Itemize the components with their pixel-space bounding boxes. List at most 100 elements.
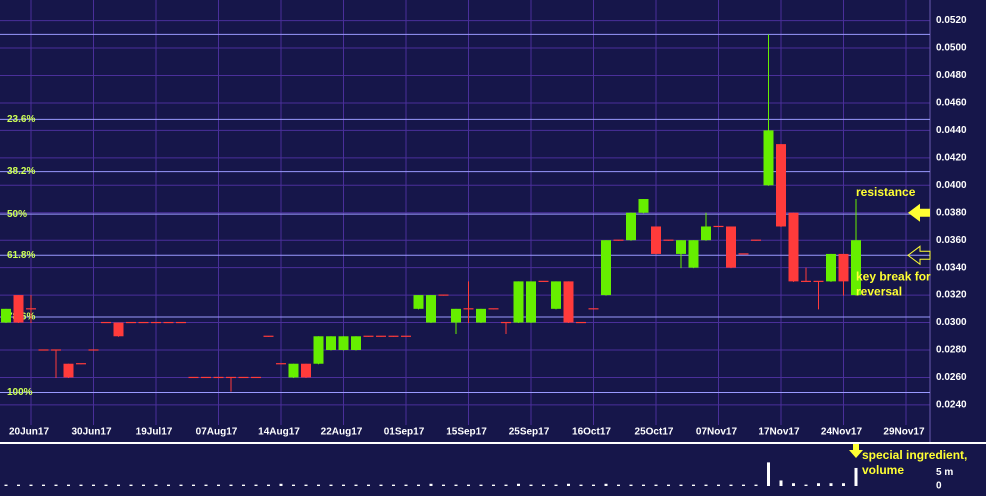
x-tick-label: 24Nov17 bbox=[821, 427, 863, 438]
fib-label: 100% bbox=[7, 387, 33, 398]
y-tick-label: 0.0340 bbox=[936, 262, 967, 273]
volume-bar bbox=[204, 484, 208, 486]
x-tick-label: 01Sep17 bbox=[384, 427, 425, 438]
volume-bar bbox=[429, 483, 433, 486]
annotation-text: volume bbox=[862, 463, 904, 477]
candle-body bbox=[476, 308, 486, 323]
volume-bar bbox=[17, 484, 20, 486]
candle-body bbox=[676, 240, 686, 254]
candle-body bbox=[288, 363, 299, 378]
candle-body bbox=[513, 281, 524, 323]
candle-body bbox=[301, 363, 311, 378]
volume-bar bbox=[704, 484, 708, 486]
volume-bar bbox=[742, 484, 745, 486]
volume-bar bbox=[417, 484, 420, 486]
x-tick-label: 07Aug17 bbox=[196, 427, 238, 438]
volume-bar bbox=[779, 480, 783, 486]
candle-body bbox=[451, 308, 461, 323]
volume-bar bbox=[242, 484, 245, 486]
volume-bar bbox=[629, 484, 633, 486]
volume-bar bbox=[292, 484, 295, 486]
x-tick-label: 07Nov17 bbox=[696, 427, 738, 438]
x-tick-label: 29Nov17 bbox=[883, 427, 925, 438]
y-tick-label: 0.0520 bbox=[936, 15, 967, 26]
volume-bar bbox=[454, 484, 458, 486]
annotation-arrow bbox=[908, 203, 930, 222]
candle-body bbox=[563, 281, 574, 323]
candle-body bbox=[1, 308, 11, 323]
volume-bar bbox=[104, 484, 108, 486]
volume-bar bbox=[817, 483, 820, 486]
x-tick-label: 15Sep17 bbox=[446, 427, 487, 438]
volume-bar bbox=[667, 484, 670, 486]
annotation-text: resistance bbox=[856, 185, 916, 199]
volume-bar bbox=[279, 483, 283, 486]
y-tick-label: 0.0440 bbox=[936, 125, 967, 136]
y-tick-label: 0.0240 bbox=[936, 400, 967, 411]
volume-bar bbox=[192, 484, 195, 486]
fib-label: 61.8% bbox=[7, 250, 35, 261]
annotation-text: special ingredient, bbox=[862, 448, 967, 462]
candle-body bbox=[351, 336, 361, 350]
annotation-arrow bbox=[849, 444, 863, 458]
volume-bar bbox=[167, 484, 170, 486]
volume-bar bbox=[642, 484, 645, 486]
volume-bar bbox=[479, 484, 483, 486]
x-tick-label: 25Sep17 bbox=[509, 427, 550, 438]
volume-bar bbox=[717, 484, 720, 486]
candle-body bbox=[526, 281, 536, 323]
volume-bar bbox=[379, 484, 383, 486]
candle-body bbox=[763, 130, 774, 186]
volume-bar bbox=[617, 484, 620, 486]
volume-bar bbox=[267, 484, 270, 486]
y-tick-label: 0.0360 bbox=[936, 235, 967, 246]
candle-body bbox=[726, 226, 736, 268]
volume-bar bbox=[329, 484, 333, 486]
volume-bar bbox=[29, 484, 33, 486]
candle-body bbox=[338, 336, 349, 350]
candle-body bbox=[776, 144, 786, 227]
candle-body bbox=[788, 212, 799, 282]
candle-body bbox=[601, 240, 611, 296]
volume-bar bbox=[567, 483, 570, 486]
x-tick-label: 14Aug17 bbox=[258, 427, 300, 438]
volume-bar bbox=[404, 484, 408, 486]
candle-body bbox=[551, 281, 561, 309]
volume-bar bbox=[517, 483, 520, 486]
volume-bar bbox=[367, 484, 370, 486]
fib-label: 38.2% bbox=[7, 166, 35, 177]
y-tick-label: 0.0420 bbox=[936, 152, 967, 163]
volume-bar bbox=[579, 484, 583, 486]
candle-body bbox=[63, 363, 74, 378]
y-tick-label: 0.0300 bbox=[936, 317, 967, 328]
volume-bar bbox=[142, 484, 145, 486]
candle-body bbox=[326, 336, 336, 350]
volume-bar bbox=[67, 484, 70, 486]
x-tick-label: 17Nov17 bbox=[758, 427, 800, 438]
candle-body bbox=[701, 226, 711, 241]
candle-body bbox=[851, 240, 861, 296]
volume-bar bbox=[729, 484, 733, 486]
candle-body bbox=[638, 199, 649, 213]
volume-bar bbox=[229, 484, 233, 486]
volume-bar bbox=[154, 484, 158, 486]
x-tick-label: 22Aug17 bbox=[321, 427, 363, 438]
candle-body bbox=[651, 226, 661, 254]
volume-bar bbox=[342, 484, 345, 486]
y-tick-label: 0.0460 bbox=[936, 98, 967, 109]
volume-bar bbox=[129, 484, 133, 486]
annotation-text: reversal bbox=[856, 284, 902, 298]
candle-body bbox=[688, 240, 699, 268]
annotation-text: key break for bbox=[856, 269, 931, 283]
volume-bar bbox=[92, 484, 95, 486]
x-tick-label: 30Jun17 bbox=[71, 427, 111, 438]
volume-bar bbox=[829, 483, 833, 486]
y-tick-label: 0.0280 bbox=[936, 345, 967, 356]
volume-bar bbox=[392, 484, 395, 486]
y-tick-label: 0.0500 bbox=[936, 43, 967, 54]
volume-bar bbox=[854, 467, 858, 486]
volume-tick-label: 5 m bbox=[936, 467, 953, 478]
volume-bar bbox=[592, 484, 595, 486]
